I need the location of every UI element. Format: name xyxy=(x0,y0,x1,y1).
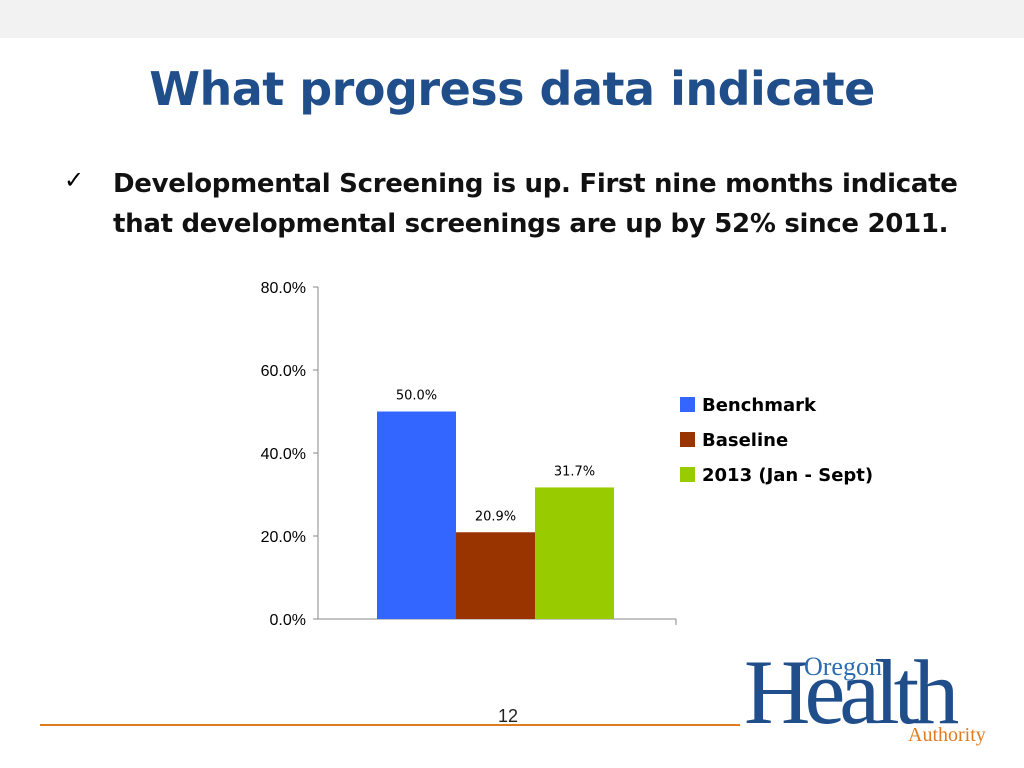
y-tick-label: 40.0% xyxy=(261,446,306,463)
legend-swatch xyxy=(680,397,695,412)
data-label: 50.0% xyxy=(396,389,437,404)
bar-baseline xyxy=(456,532,535,619)
data-label: 31.7% xyxy=(554,464,595,479)
chart-bars: 50.0% 20.9% 31.7% xyxy=(377,389,614,619)
legend-label: 2013 (Jan - Sept) xyxy=(702,465,873,486)
oregon-health-authority-logo: Health Oregon Authority xyxy=(744,646,1004,752)
legend-label: Baseline xyxy=(702,430,788,451)
y-tick-label: 80.0% xyxy=(261,280,306,297)
bar-chart: 0.0% 20.0% 40.0% 60.0% 80.0% 50.0% 20.9% 31.7%… xyxy=(261,280,874,629)
legend-swatch xyxy=(680,467,695,482)
logo-main-text: Health xyxy=(744,641,959,743)
legend-swatch xyxy=(680,432,695,447)
footer-rule xyxy=(40,724,740,726)
checkmark-icon: ✓ xyxy=(64,166,85,194)
bullet-text: Developmental Screening is up. First nin… xyxy=(113,169,958,239)
data-label: 20.9% xyxy=(475,509,516,524)
y-tick-label: 0.0% xyxy=(270,612,306,629)
y-tick-label: 60.0% xyxy=(261,363,306,380)
bar-2013-jan-sept xyxy=(535,487,614,619)
chart-axes: 0.0% 20.0% 40.0% 60.0% 80.0% xyxy=(261,280,677,629)
chart-legend: Benchmark Baseline 2013 (Jan - Sept) xyxy=(680,395,873,486)
bar-benchmark xyxy=(377,411,456,619)
y-tick-label: 20.0% xyxy=(261,529,306,546)
logo-bottom-text: Authority xyxy=(908,724,986,746)
top-band xyxy=(0,0,1024,38)
legend-label: Benchmark xyxy=(702,395,817,416)
slide-title: What progress data indicate xyxy=(149,62,875,116)
page-number: 12 xyxy=(498,706,519,726)
logo-top-text: Oregon xyxy=(804,652,882,681)
